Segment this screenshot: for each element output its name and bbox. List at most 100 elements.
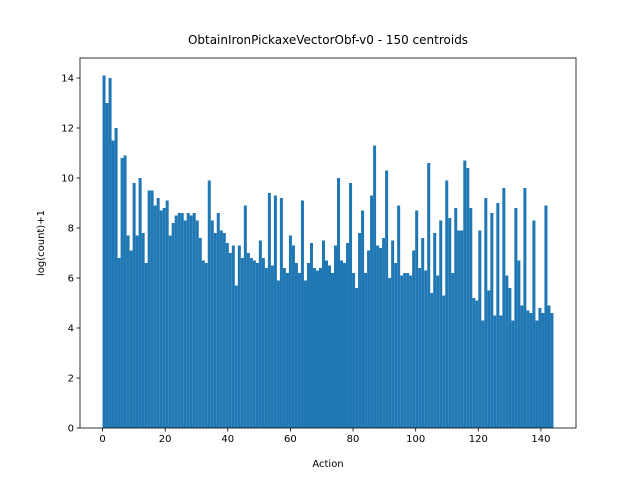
- bar: [496, 203, 500, 428]
- bar: [120, 158, 124, 428]
- bar: [144, 263, 148, 428]
- bar: [409, 275, 413, 428]
- bar: [150, 190, 154, 428]
- bar: [328, 265, 332, 428]
- bar: [427, 163, 431, 428]
- bar: [261, 258, 265, 428]
- bar: [201, 260, 205, 428]
- bar: [231, 245, 235, 428]
- bar: [466, 168, 470, 428]
- bar: [346, 243, 350, 428]
- bar: [550, 313, 554, 428]
- bar: [418, 268, 422, 428]
- bar: [523, 188, 527, 428]
- bar: [457, 230, 461, 428]
- bar: [255, 263, 259, 428]
- bar: [538, 308, 542, 428]
- bar: [370, 195, 374, 428]
- bar: [445, 180, 449, 428]
- bar: [541, 313, 545, 428]
- bar: [511, 320, 515, 428]
- bar: [517, 260, 521, 428]
- bar: [270, 265, 274, 428]
- bar: [472, 298, 476, 428]
- y-tick-label: 14: [61, 74, 74, 85]
- bar: [349, 183, 353, 428]
- bar: [475, 300, 479, 428]
- bar: [430, 293, 434, 428]
- bar: [198, 238, 202, 428]
- bar: [406, 273, 410, 428]
- bar: [159, 210, 163, 428]
- bar: [355, 288, 359, 428]
- bar: [487, 290, 491, 428]
- bar: [282, 268, 286, 428]
- bar: [463, 160, 467, 428]
- bar: [192, 213, 196, 428]
- bar: [249, 258, 253, 428]
- bar: [321, 240, 325, 428]
- bars: [102, 75, 554, 428]
- bar: [358, 233, 362, 428]
- bar: [505, 275, 509, 428]
- bar: [207, 180, 211, 428]
- bar: [225, 243, 229, 428]
- bar: [147, 190, 151, 428]
- bar: [306, 263, 310, 428]
- bar: [403, 273, 407, 428]
- bar: [514, 208, 518, 428]
- y-tick-label: 12: [61, 124, 74, 135]
- bar: [436, 275, 440, 428]
- bar: [138, 178, 142, 428]
- bar: [132, 183, 136, 428]
- bar: [337, 178, 341, 428]
- bar: [219, 230, 223, 428]
- bar: [460, 230, 464, 428]
- bar: [364, 273, 368, 428]
- bar: [529, 313, 533, 428]
- y-tick-label: 6: [68, 274, 74, 285]
- bar: [499, 315, 503, 428]
- bar: [481, 320, 485, 428]
- bar: [490, 213, 494, 428]
- bar: [252, 260, 256, 428]
- bar: [300, 200, 304, 428]
- bar: [234, 285, 238, 428]
- bar: [294, 263, 298, 428]
- x-tick-label: 0: [99, 434, 105, 445]
- bar: [367, 250, 371, 428]
- bar: [379, 248, 383, 428]
- bar: [508, 288, 512, 428]
- bar: [315, 270, 319, 428]
- bar: [297, 273, 301, 428]
- bar: [334, 245, 338, 428]
- bar: [544, 205, 548, 428]
- y-tick-label: 10: [61, 174, 74, 185]
- bar: [412, 250, 416, 428]
- bar: [318, 268, 322, 428]
- bar: [451, 273, 455, 428]
- bar: [309, 243, 313, 428]
- x-tick-label: 60: [284, 434, 297, 445]
- x-tick-label: 120: [469, 434, 488, 445]
- bar: [532, 220, 536, 428]
- bar: [442, 295, 446, 428]
- bar: [324, 260, 328, 428]
- bar: [376, 245, 380, 428]
- bar: [291, 245, 295, 428]
- bar: [373, 145, 377, 428]
- bar: [228, 253, 232, 428]
- bar: [493, 315, 497, 428]
- bar: [273, 195, 277, 428]
- bar: [264, 268, 268, 428]
- bar: [454, 208, 458, 428]
- bar: [105, 103, 109, 428]
- y-tick-label: 8: [68, 224, 74, 235]
- bar: [400, 275, 404, 428]
- bar: [114, 128, 118, 428]
- bar: [520, 305, 524, 428]
- bar: [243, 205, 247, 428]
- bar: [340, 260, 344, 428]
- bar: [285, 273, 289, 428]
- bar: [210, 220, 214, 428]
